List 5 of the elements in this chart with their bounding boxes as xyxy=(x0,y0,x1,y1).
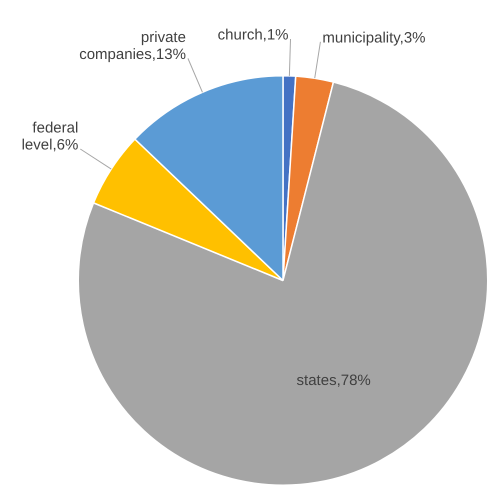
slice-label: church,1% xyxy=(218,26,289,44)
slice-label: municipality,3% xyxy=(322,29,426,46)
slice-label: federal level,6% xyxy=(22,120,78,154)
slice-label: private companies,13% xyxy=(79,29,186,64)
slice-label: states,78% xyxy=(296,372,371,390)
